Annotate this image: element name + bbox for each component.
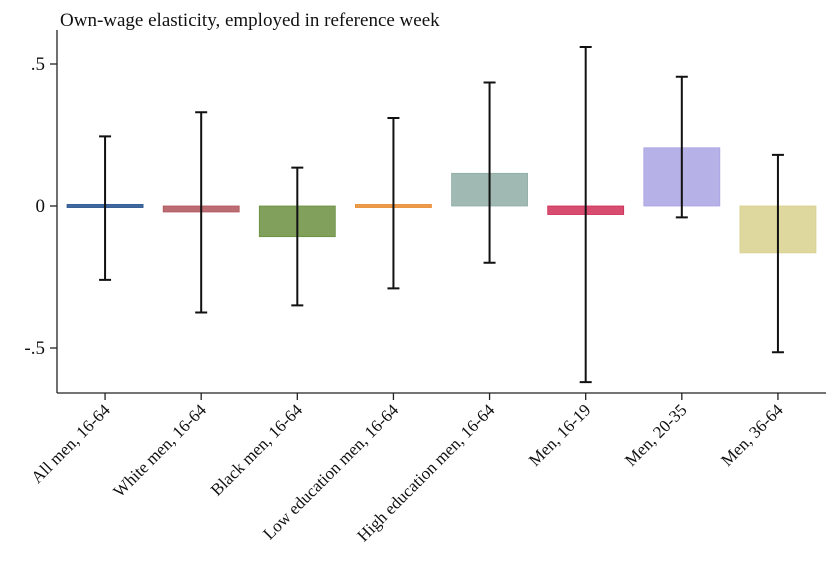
error-bar xyxy=(579,45,592,384)
category-label: White men, 16-64 xyxy=(109,400,210,501)
error-bar xyxy=(483,81,496,264)
category-label: Men, 20-35 xyxy=(621,400,691,470)
axes: .5 0 -.5 xyxy=(24,30,826,400)
error-bar xyxy=(195,111,208,314)
y-tick-label: 0 xyxy=(36,196,46,217)
category-label: Men, 36-64 xyxy=(717,400,787,470)
error-bar xyxy=(291,166,304,307)
error-bar xyxy=(675,75,688,219)
category-label: All men, 16-64 xyxy=(27,400,114,487)
category-label: Men, 16-19 xyxy=(525,400,595,470)
error-bar xyxy=(771,153,784,354)
y-tick-label: -.5 xyxy=(24,338,45,359)
category-label: Black men, 16-64 xyxy=(207,400,307,500)
y-tick-label: .5 xyxy=(31,54,45,75)
chart-title: Own-wage elasticity, employed in referen… xyxy=(60,10,440,31)
error-bars xyxy=(99,45,784,384)
bars xyxy=(66,147,817,254)
error-bar xyxy=(99,135,112,281)
error-bar xyxy=(387,116,400,290)
